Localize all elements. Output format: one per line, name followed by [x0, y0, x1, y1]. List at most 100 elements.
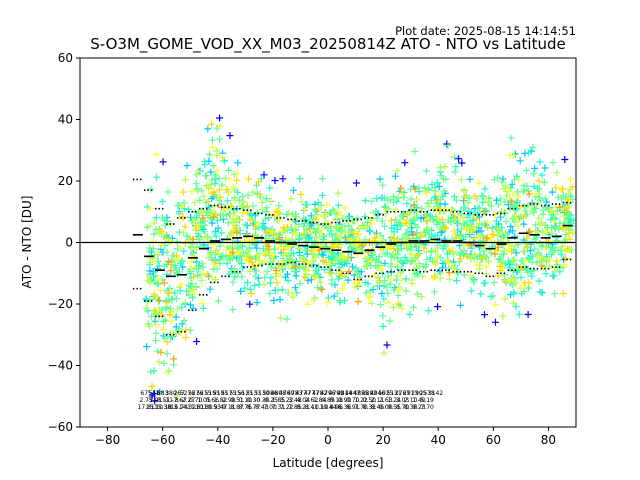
bin-annotation-text: 7.70 [354, 404, 368, 411]
bin-annotation-text: 8.32 [363, 404, 377, 411]
x-axis-label: Latitude [degrees] [273, 456, 384, 470]
bin-annotation-text: 9.00 [379, 404, 393, 411]
bin-annotation-text: 5156 [229, 390, 244, 397]
scatter-series [146, 122, 574, 377]
bin-annotation-text: 9.47 [214, 404, 228, 411]
x-axis: −80 −60 −40 −20 0 20 40 60 80 [95, 427, 556, 447]
scatter-points [142, 114, 576, 405]
bin-annotation-text: 4855 [353, 390, 368, 397]
bin-annotation-text: 1.85 [272, 397, 286, 404]
scatter-series [148, 120, 576, 390]
bin-annotation-text: 7.85 [288, 404, 302, 411]
bin-annotation-text: 5.19 [421, 397, 435, 404]
bin-annotation-text: 0.70 [189, 397, 203, 404]
bin-annotation-text: 0.50 [363, 397, 377, 404]
bin-annotation-text: 5131 [386, 390, 401, 397]
bin-annotation-text: 5215 [196, 390, 211, 397]
bin-annotation-text: 4847 [345, 390, 360, 397]
y-tick-label: 60 [58, 51, 73, 65]
bin-annotation-text: 883 [157, 390, 169, 397]
y-axis: −60 −40 −20 0 20 40 60 [48, 51, 80, 434]
scatter-series [148, 114, 569, 405]
bin-annotation-text: 2.11 [371, 397, 385, 404]
bin-annotation-text: 8.45 [371, 404, 385, 411]
bin-annotation-text: 2.62 [305, 397, 319, 404]
bin-annotation-text: 3142 [428, 390, 443, 397]
bin-annotation-text: 1.82 [214, 397, 228, 404]
bin-annotation-text: 3.22 [280, 397, 294, 404]
bin-annotation-text: 4892 [362, 390, 377, 397]
x-tick-label: 60 [486, 433, 501, 447]
bin-statistics [132, 178, 573, 336]
bin-annotation-text: 5086 [262, 390, 277, 397]
bin-annotation-text: 8.41 [305, 404, 319, 411]
bin-annotation-text: 0.51 [230, 397, 244, 404]
x-tick-label: −40 [205, 433, 230, 447]
bin-annotation-text: 10.80 [195, 404, 212, 411]
bin-annotation-text: 0.90 [338, 397, 352, 404]
bin-annotation-text: 4769 [279, 390, 294, 397]
bin-annotation-text: 5130 [254, 390, 269, 397]
bin-annotation-text: 10.44 [319, 404, 336, 411]
bin-annotation-text: 7.70 [421, 404, 435, 411]
bin-annotation-text: 675 [140, 390, 152, 397]
bin-annotation-text: 0.89 [321, 397, 335, 404]
y-tick-label: 0 [65, 236, 73, 250]
bin-annotation-text: 4808 [271, 390, 286, 397]
bin-annotation-text: 4814 [337, 390, 352, 397]
x-tick-label: 0 [324, 433, 332, 447]
bin-annotation-text: 4.04 [297, 397, 311, 404]
bin-annotation-text: 8.91 [346, 404, 360, 411]
bin-annotation-text: 5276 [188, 390, 203, 397]
bin-annotation-text: 1.22 [354, 397, 368, 404]
bin-annotation-text: 15.10 [146, 404, 163, 411]
bin-annotation-text: 1.84 [313, 397, 327, 404]
bin-annotation-text: 2.98 [222, 397, 236, 404]
bin-annotation-text: -8.51 [155, 397, 171, 404]
bin-annotation-text: -0.30 [254, 397, 270, 404]
bin-annotation-text: 8.76 [239, 404, 253, 411]
bin-annotation-text: 9.11 [222, 404, 236, 411]
bin-annotation-text: 5133 [246, 390, 261, 397]
bin-annotation-text: 0.66 [206, 397, 220, 404]
bin-annotation-text: 0.30 [247, 397, 261, 404]
x-tick-label: 80 [541, 433, 556, 447]
bin-annotation-text: 1.05 [197, 397, 211, 404]
y-tick-label: 20 [58, 174, 73, 188]
bin-annotation-text: 18.3 [164, 404, 178, 411]
bin-annotation-text: 8.96 [330, 404, 344, 411]
y-axis-label: ATO - NTO [DU] [20, 196, 34, 289]
y-tick-label: 40 [58, 113, 73, 127]
bin-annotation-text: 3.48 [288, 397, 302, 404]
bin-annotation-text: 9.55 [387, 404, 401, 411]
bin-annotation-text: 14.32 [179, 404, 196, 411]
bin-annotation-text: 2913 [403, 390, 418, 397]
bin-annotation-text: 5025 [378, 390, 393, 397]
bin-annotation-text: 8.21 [297, 404, 311, 411]
bin-annotation-text: 5195 [205, 390, 220, 397]
bin-annotation-text: 5276 [180, 390, 195, 397]
bin-annotation-text: 0.70 [346, 397, 360, 404]
scatter-series [155, 184, 564, 363]
bin-annotation-text: 4796 [320, 390, 335, 397]
bin-annotation-text: 15.38 [154, 404, 171, 411]
bin-annotation-text: 8.30 [404, 404, 418, 411]
x-tick-label: 20 [375, 433, 390, 447]
bin-annotation-text: 8.70 [396, 404, 410, 411]
bin-annotation-text: 10.10 [311, 404, 328, 411]
bin-annotation-text: 2578 [420, 390, 435, 397]
y-tick-label: −60 [48, 420, 73, 434]
bin-annotation-text: 555 [149, 390, 161, 397]
bin-annotation-text: 9.23 [412, 404, 426, 411]
bin-annotation-text: 8.36 [338, 404, 352, 411]
bin-annotation-text: 8.77 [247, 404, 261, 411]
bin-annotation-text: 0.10 [239, 397, 253, 404]
x-tick-label: −60 [150, 433, 175, 447]
bin-annotation-text: 2.71 [139, 397, 153, 404]
bin-annotation-text: 17.81 [138, 404, 155, 411]
bin-annotation-text: 8.43 [255, 404, 269, 411]
x-tick-label: −80 [95, 433, 120, 447]
bin-annotation-text: 5175 [221, 390, 236, 397]
